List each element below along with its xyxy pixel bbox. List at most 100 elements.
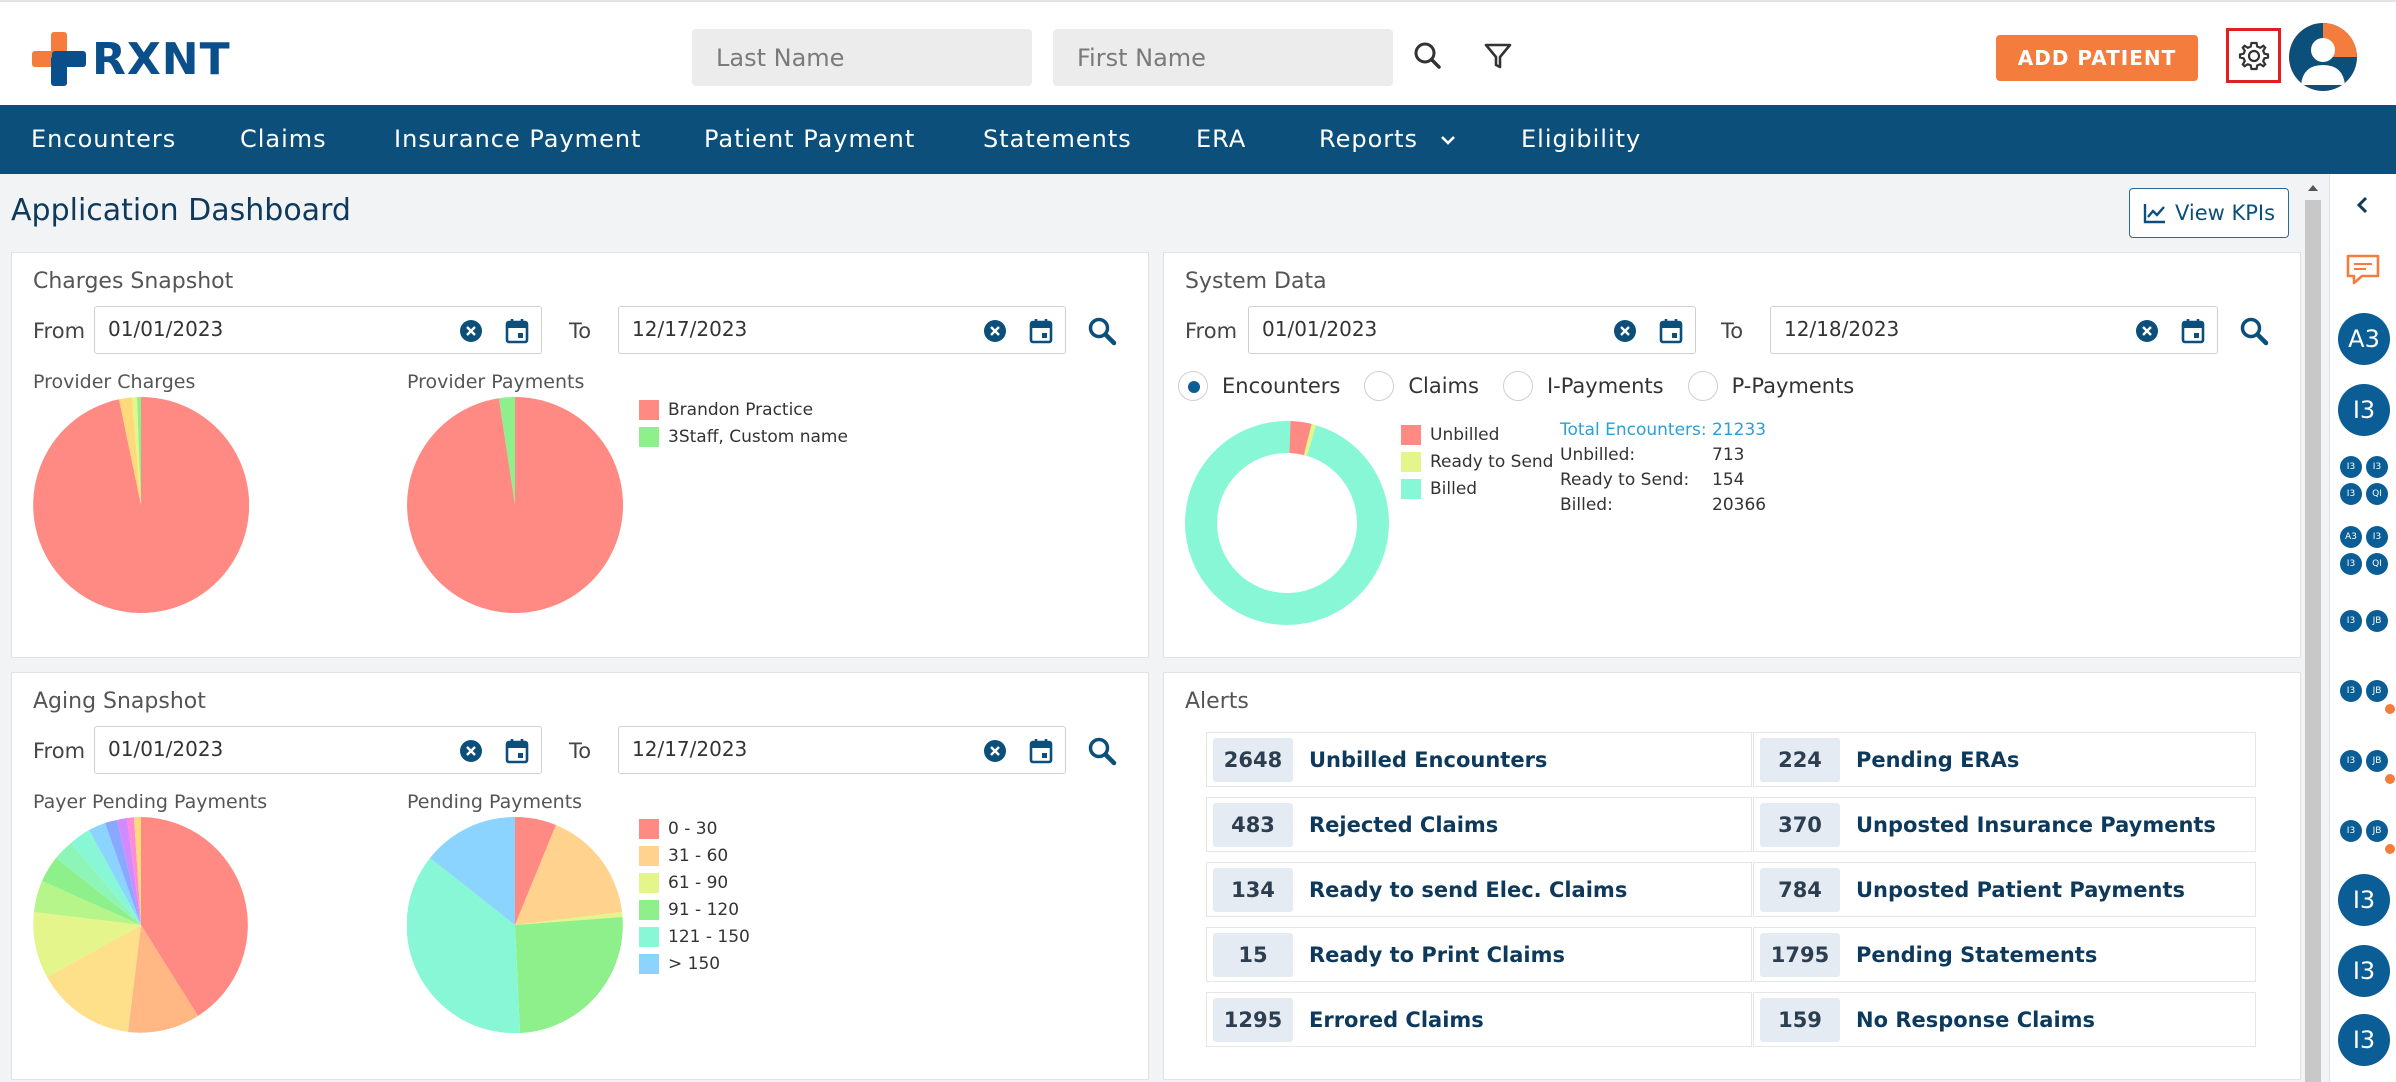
user-avatar-i3[interactable]: I3 xyxy=(2338,384,2390,436)
nav-insurance-payment[interactable]: Insurance Payment xyxy=(394,125,642,153)
system-legend: Unbilled Ready to Send Billed xyxy=(1401,421,1553,502)
search-icon[interactable] xyxy=(1410,38,1446,74)
scrollbar-thumb[interactable] xyxy=(2305,200,2321,1082)
group-avatar-member[interactable]: I3 xyxy=(2340,610,2362,632)
from-date-field[interactable]: 01/01/2023 xyxy=(94,726,542,774)
user-avatar-a3[interactable]: A3 xyxy=(2338,313,2390,365)
notification-dot xyxy=(2385,774,2395,784)
nav-statements[interactable]: Statements xyxy=(983,125,1132,153)
payer-pending-payments-label: Payer Pending Payments xyxy=(33,791,268,813)
nav-claims[interactable]: Claims xyxy=(240,125,327,153)
user-avatar-i3[interactable]: I3 xyxy=(2338,874,2390,926)
group-avatar-member[interactable]: I3 xyxy=(2340,456,2362,478)
clear-icon[interactable] xyxy=(459,319,483,343)
to-date-value: 12/18/2023 xyxy=(1784,317,1900,341)
last-name-input[interactable] xyxy=(692,29,1032,86)
alert-rejected-claims[interactable]: 483 Rejected Claims xyxy=(1206,797,1752,852)
group-avatar-member[interactable]: I3 xyxy=(2366,526,2388,548)
group-avatar-member[interactable]: JB xyxy=(2366,820,2388,842)
page-scrollbar[interactable] xyxy=(2303,180,2323,1082)
radio-i-payments[interactable]: I-Payments xyxy=(1502,371,1664,401)
alert-ready-to-print-claims[interactable]: 15 Ready to Print Claims xyxy=(1206,927,1752,982)
radio-p-payments[interactable]: P-Payments xyxy=(1687,371,1854,401)
group-avatar-member[interactable]: JB xyxy=(2366,610,2388,632)
group-avatar-member[interactable]: I3 xyxy=(2340,483,2362,505)
group-avatar-member[interactable]: JB xyxy=(2366,680,2388,702)
search-icon[interactable] xyxy=(1086,735,1118,767)
clear-icon[interactable] xyxy=(2135,319,2159,343)
calendar-icon[interactable] xyxy=(505,738,529,764)
pie-slice xyxy=(515,825,622,925)
group-avatar-member[interactable]: I3 xyxy=(2340,820,2362,842)
radio-claims[interactable]: Claims xyxy=(1364,371,1479,401)
clear-icon[interactable] xyxy=(459,739,483,763)
alert-unposted-insurance-payments[interactable]: 370 Unposted Insurance Payments xyxy=(1753,797,2256,852)
chat-icon[interactable] xyxy=(2344,252,2382,286)
chart-line-icon xyxy=(2143,204,2165,224)
group-avatar-member[interactable]: I3 xyxy=(2340,750,2362,772)
user-avatar[interactable] xyxy=(2289,23,2357,91)
view-kpis-button[interactable]: View KPIs xyxy=(2129,188,2289,238)
to-date-field[interactable]: 12/17/2023 xyxy=(618,726,1066,774)
first-name-input[interactable] xyxy=(1053,29,1393,86)
stat-total-encounters[interactable]: Total Encounters: 21233 xyxy=(1560,420,1767,440)
nav-era[interactable]: ERA xyxy=(1196,125,1247,153)
group-avatar-member[interactable]: I3 xyxy=(2366,456,2388,478)
search-icon[interactable] xyxy=(2238,315,2270,347)
calendar-icon[interactable] xyxy=(1029,738,1053,764)
alert-pending-eras[interactable]: 224 Pending ERAs xyxy=(1753,732,2256,787)
group-avatar-member[interactable]: A3 xyxy=(2340,526,2362,548)
radio-button[interactable] xyxy=(1364,371,1395,401)
legend-item: 61 - 90 xyxy=(639,869,750,896)
alert-unposted-patient-payments[interactable]: 784 Unposted Patient Payments xyxy=(1753,862,2256,917)
radio-button[interactable] xyxy=(1687,371,1718,401)
nav-patient-payment[interactable]: Patient Payment xyxy=(704,125,916,153)
from-date-field[interactable]: 01/01/2023 xyxy=(94,306,542,354)
group-avatar-member[interactable]: JB xyxy=(2366,750,2388,772)
pie-slice xyxy=(430,817,515,925)
calendar-icon[interactable] xyxy=(2181,318,2205,344)
radio-button[interactable] xyxy=(1502,371,1533,401)
alert-no-response-claims[interactable]: 159 No Response Claims xyxy=(1753,992,2256,1047)
group-avatar-member[interactable]: QI xyxy=(2366,483,2388,505)
alert-ready-to-send-elec-claims[interactable]: 134 Ready to send Elec. Claims xyxy=(1206,862,1752,917)
alert-pending-statements[interactable]: 1795 Pending Statements xyxy=(1753,927,2256,982)
aging-legend: 0 - 30 31 - 60 61 - 90 91 - 120 121 - 15… xyxy=(639,815,750,977)
provider-payments-pie-chart xyxy=(407,397,623,613)
user-avatar-i3[interactable]: I3 xyxy=(2338,1014,2390,1066)
alert-count: 224 xyxy=(1760,737,1840,782)
alert-label: Unposted Insurance Payments xyxy=(1856,812,2216,837)
nav-reports[interactable]: Reports xyxy=(1319,105,1459,174)
alert-unbilled-encounters[interactable]: 2648 Unbilled Encounters xyxy=(1206,732,1752,787)
alert-errored-claims[interactable]: 1295 Errored Claims xyxy=(1206,992,1752,1047)
add-patient-button[interactable]: ADD PATIENT xyxy=(1996,35,2198,81)
filter-icon[interactable] xyxy=(1480,38,1516,74)
group-avatar-member[interactable]: I3 xyxy=(2340,553,2362,575)
group-avatar-member[interactable]: QI xyxy=(2366,553,2388,575)
alert-label: Rejected Claims xyxy=(1309,812,1499,837)
to-date-field[interactable]: 12/17/2023 xyxy=(618,306,1066,354)
calendar-icon[interactable] xyxy=(1659,318,1683,344)
nav-eligibility[interactable]: Eligibility xyxy=(1521,125,1642,153)
radio-encounters[interactable]: Encounters xyxy=(1178,371,1340,401)
chevron-left-icon[interactable] xyxy=(2353,195,2373,215)
clear-icon[interactable] xyxy=(1613,319,1637,343)
clear-icon[interactable] xyxy=(983,739,1007,763)
to-date-field[interactable]: 12/18/2023 xyxy=(1770,306,2218,354)
from-date-field[interactable]: 01/01/2023 xyxy=(1248,306,1696,354)
user-avatar-i3[interactable]: I3 xyxy=(2338,945,2390,997)
calendar-icon[interactable] xyxy=(505,318,529,344)
radio-button[interactable] xyxy=(1178,371,1208,401)
settings-button[interactable] xyxy=(2226,28,2281,83)
alert-count: 134 xyxy=(1213,867,1293,912)
clear-icon[interactable] xyxy=(983,319,1007,343)
from-label: From xyxy=(1185,319,1238,343)
calendar-icon[interactable] xyxy=(1029,318,1053,344)
search-icon[interactable] xyxy=(1086,315,1118,347)
group-avatar-member[interactable]: I3 xyxy=(2340,680,2362,702)
rxnt-logo[interactable]: RXNT xyxy=(32,32,231,86)
legend-item: > 150 xyxy=(639,950,750,977)
scroll-up-arrow-icon[interactable] xyxy=(2303,180,2323,196)
chevron-down-icon xyxy=(1440,136,1455,145)
nav-encounters[interactable]: Encounters xyxy=(31,125,177,153)
